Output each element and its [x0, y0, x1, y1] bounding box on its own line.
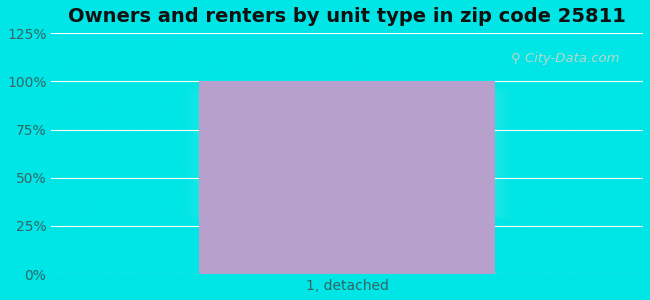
- Bar: [200, 81, 495, 274]
- Title: Owners and renters by unit type in zip code 25811: Owners and renters by unit type in zip c…: [68, 7, 626, 26]
- Text: ⚲ City-Data.com: ⚲ City-Data.com: [511, 52, 619, 65]
